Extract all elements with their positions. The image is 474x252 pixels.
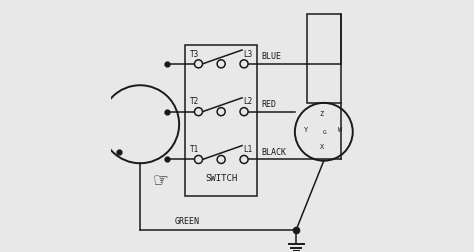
Circle shape <box>194 108 202 116</box>
Text: GREEN: GREEN <box>174 216 199 226</box>
Text: X: X <box>320 144 325 149</box>
Circle shape <box>217 156 225 164</box>
Text: L2: L2 <box>243 97 253 106</box>
Circle shape <box>240 108 248 116</box>
Text: G: G <box>323 130 327 135</box>
Text: BLUE: BLUE <box>261 52 281 61</box>
Circle shape <box>194 60 202 69</box>
Text: T1: T1 <box>190 145 199 153</box>
Circle shape <box>240 156 248 164</box>
Text: Z: Z <box>319 111 323 117</box>
Text: T3: T3 <box>190 49 199 58</box>
Text: SWITCH: SWITCH <box>205 173 237 182</box>
Circle shape <box>240 60 248 69</box>
Text: L3: L3 <box>243 49 253 58</box>
Text: Y: Y <box>304 126 308 132</box>
Text: L1: L1 <box>243 145 253 153</box>
Text: RED: RED <box>261 100 276 108</box>
Text: W: W <box>338 126 342 132</box>
Circle shape <box>217 108 225 116</box>
Text: T2: T2 <box>190 97 199 106</box>
Bar <box>185 46 257 196</box>
Text: ☞: ☞ <box>152 171 168 189</box>
Circle shape <box>217 60 225 69</box>
Circle shape <box>194 156 202 164</box>
Bar <box>307 14 341 103</box>
Text: BLACK: BLACK <box>261 147 286 156</box>
